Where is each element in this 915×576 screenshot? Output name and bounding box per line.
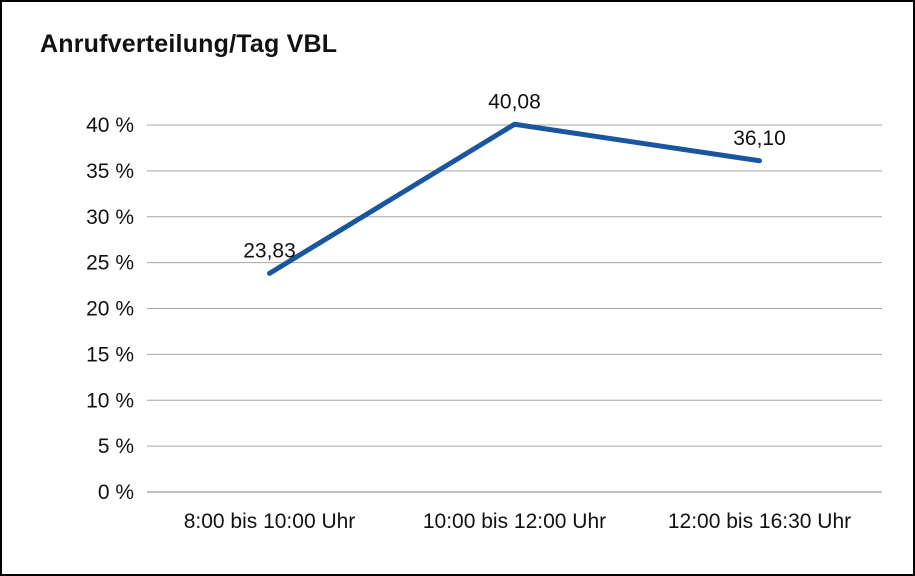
data-label: 36,10 xyxy=(733,127,786,150)
x-tick-label: 8:00 bis 10:00 Uhr xyxy=(184,510,356,533)
x-tick-label: 10:00 bis 12:00 Uhr xyxy=(423,510,606,533)
y-tick-label: 0 % xyxy=(98,481,134,504)
y-tick-label: 30 % xyxy=(86,206,134,229)
y-tick-label: 35 % xyxy=(86,160,134,183)
chart-title: Anrufverteilung/Tag VBL xyxy=(40,30,338,58)
y-tick-label: 25 % xyxy=(86,252,134,275)
data-label: 40,08 xyxy=(488,90,541,113)
y-tick-label: 5 % xyxy=(98,435,134,458)
y-tick-label: 10 % xyxy=(86,389,134,412)
y-tick-label: 15 % xyxy=(86,343,134,366)
series-line xyxy=(267,121,762,276)
y-tick-label: 40 % xyxy=(86,114,134,137)
y-tick-label: 20 % xyxy=(86,298,134,321)
x-tick-label: 12:00 bis 16:30 Uhr xyxy=(668,510,851,533)
data-label: 23,83 xyxy=(243,239,296,262)
